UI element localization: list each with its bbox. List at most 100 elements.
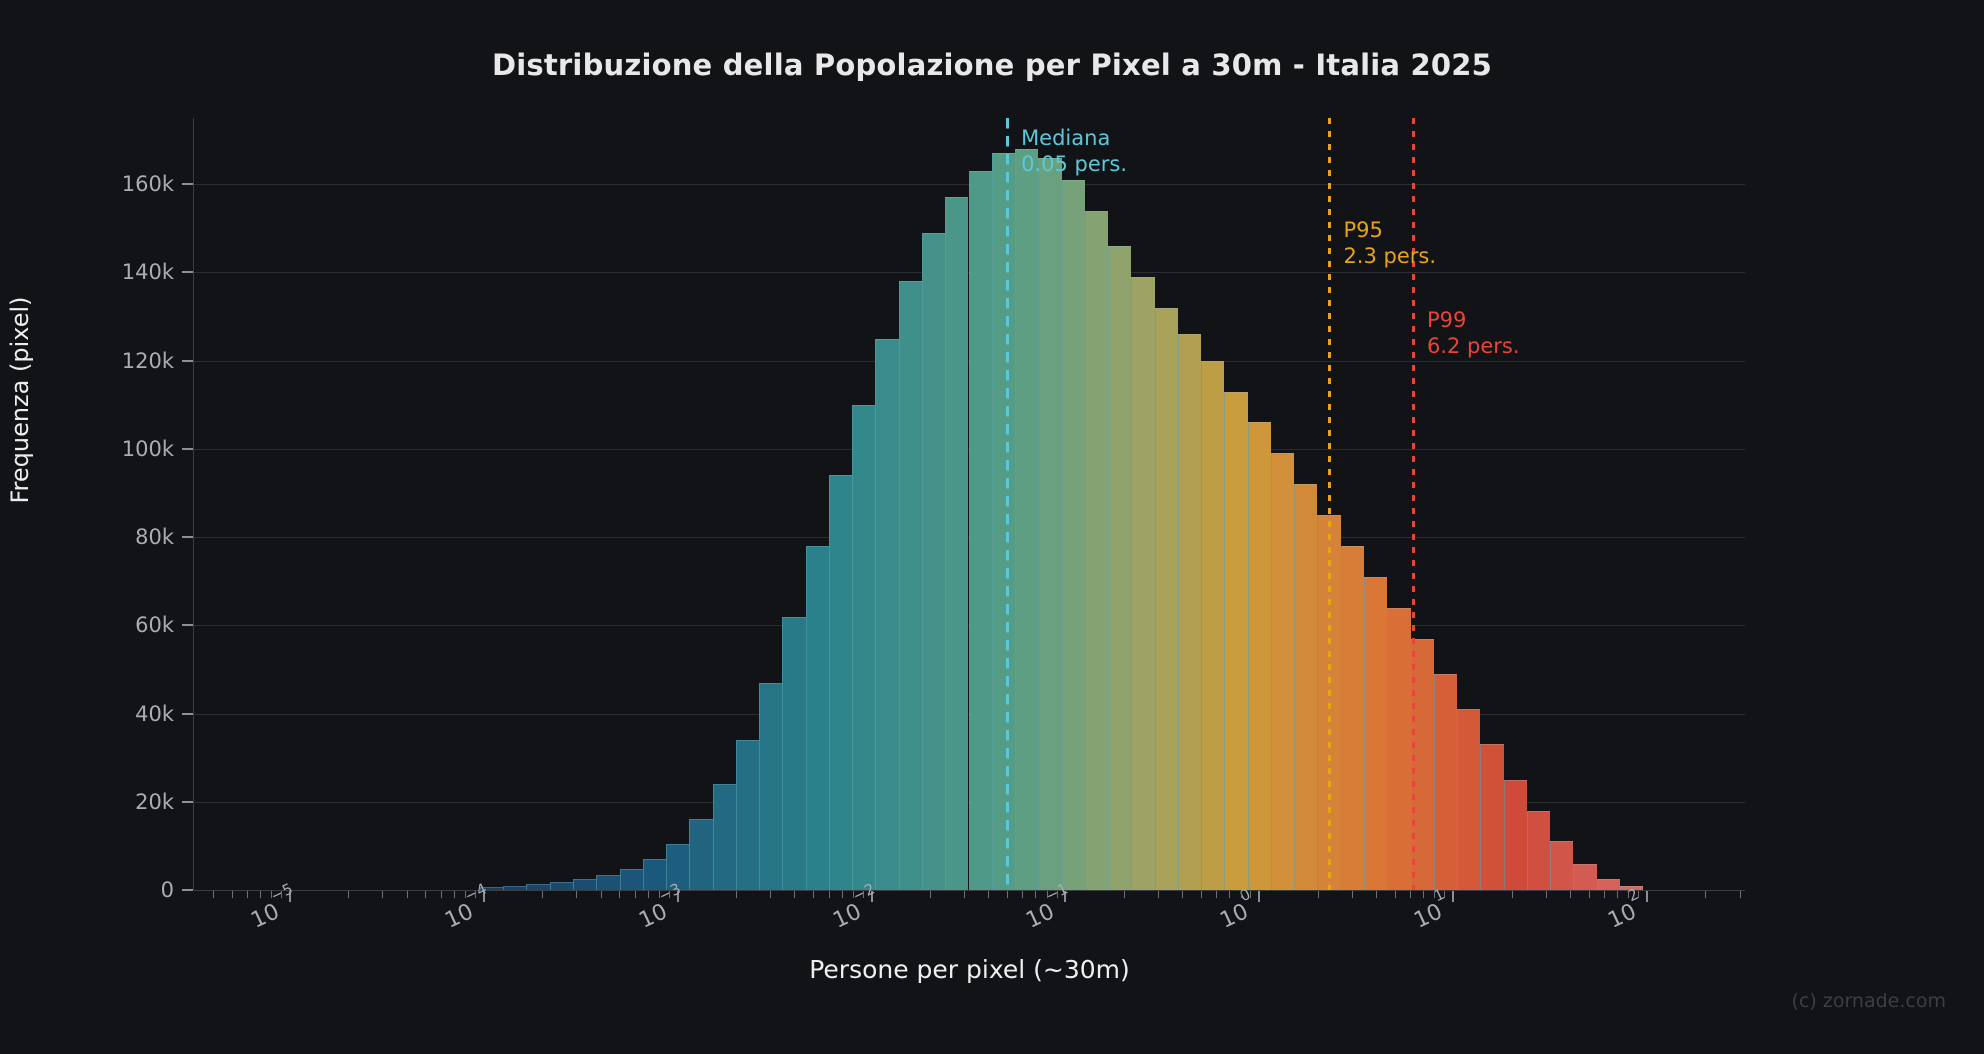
histogram-bar <box>852 404 876 890</box>
x-tick-minor <box>440 891 442 898</box>
annotation-value: 0.05 pers. <box>1021 151 1127 176</box>
histogram-bar <box>1154 307 1178 890</box>
histogram-bar <box>1550 841 1574 890</box>
x-tick-minor <box>736 891 738 898</box>
x-tick-minor <box>828 891 830 898</box>
x-tick-mark <box>676 891 679 902</box>
x-tick-minor <box>1604 891 1606 898</box>
y-tick-label: 160k <box>121 172 174 197</box>
x-tick-minor <box>1157 891 1159 898</box>
x-tick-minor <box>425 891 427 898</box>
x-tick-minor <box>212 891 214 898</box>
x-tick-minor <box>1250 891 1252 898</box>
histogram-bar <box>503 886 527 890</box>
y-tick-label: 140k <box>121 260 174 285</box>
x-tick-label: 10−5 <box>247 879 296 934</box>
x-tick-label: 10−3 <box>635 879 684 934</box>
x-tick-minor <box>1434 891 1436 898</box>
x-tick-minor <box>619 891 621 898</box>
percentile-line-p95 <box>1328 118 1332 890</box>
y-tick-mark <box>182 183 193 186</box>
x-tick-minor <box>542 891 544 898</box>
x-tick-minor <box>1410 891 1412 898</box>
y-tick-label: 120k <box>121 348 174 373</box>
y-tick-label: 20k <box>135 789 174 814</box>
x-tick-minor <box>259 891 261 898</box>
x-tick-minor <box>770 891 772 898</box>
x-tick-minor <box>1056 891 1058 898</box>
y-tick-label: 40k <box>135 701 174 726</box>
x-tick-minor <box>862 891 864 898</box>
x-tick-minor <box>1046 891 1048 898</box>
plot-area: Mediana 0.05 pers. P95 2.3 pers. P99 6.2 pers… <box>194 118 1745 890</box>
x-tick-label: 10−4 <box>441 879 490 934</box>
histogram-bar <box>619 868 643 890</box>
annotation-value: 2.3 pers. <box>1343 243 1437 268</box>
x-tick-minor <box>647 891 649 898</box>
y-tick-label: 80k <box>135 525 174 550</box>
y-tick-mark <box>182 624 193 627</box>
x-tick-mark <box>482 891 485 902</box>
annotation-label: P99 <box>1426 308 1467 332</box>
chart-title: Distribuzione della Popolazione per Pixe… <box>491 48 1492 82</box>
y-tick-mark <box>182 712 193 715</box>
annotation-value: 6.2 pers. <box>1426 333 1520 358</box>
x-tick-minor <box>813 891 815 898</box>
x-tick-label: 102 <box>1604 884 1642 934</box>
x-tick-minor <box>1035 891 1037 898</box>
histogram-bar <box>479 887 504 890</box>
x-tick-minor <box>1240 891 1242 898</box>
x-tick-minor <box>634 891 636 898</box>
x-tick-minor <box>453 891 455 898</box>
histogram-bar <box>1177 334 1202 890</box>
annotation-p99: P99 6.2 pers. <box>1427 308 1520 359</box>
x-tick-minor <box>1123 891 1125 898</box>
histogram-bar <box>1480 744 1504 890</box>
x-tick-minor <box>964 891 966 898</box>
x-axis-title: Persone per pixel (~30m) <box>809 955 1130 984</box>
histogram-bar <box>1340 545 1364 890</box>
x-tick-mark <box>870 891 873 902</box>
histogram-bar <box>1038 157 1062 890</box>
histogram-bar <box>642 859 667 890</box>
histogram-bar <box>898 281 922 890</box>
x-tick-minor <box>465 891 467 898</box>
histogram-bar <box>1224 391 1248 890</box>
histogram-bar <box>712 784 736 890</box>
x-tick-minor <box>1638 891 1640 898</box>
histogram-bar <box>526 884 550 890</box>
histogram-bar <box>666 843 690 890</box>
histogram-bar <box>735 740 760 890</box>
histogram-bar <box>1201 360 1225 890</box>
y-tick-label: 100k <box>121 436 174 461</box>
y-tick-mark <box>182 800 193 803</box>
x-tick-minor <box>841 891 843 898</box>
histogram-bar <box>1247 422 1271 890</box>
x-tick-minor <box>1317 891 1319 898</box>
x-tick-minor <box>1444 891 1446 898</box>
percentile-line-p99 <box>1411 118 1415 890</box>
x-tick-label: 100 <box>1216 884 1254 934</box>
histogram-bar <box>1526 810 1551 890</box>
histogram-bar <box>759 682 783 890</box>
annotation-p95: P95 2.3 pers. <box>1343 218 1436 269</box>
histogram-bar <box>1503 779 1527 890</box>
histogram-bar <box>1596 878 1620 890</box>
x-tick-minor <box>231 891 233 898</box>
y-tick-mark <box>182 271 193 274</box>
x-tick-minor <box>1628 891 1630 898</box>
x-tick-minor <box>794 891 796 898</box>
histogram-bar <box>782 616 806 890</box>
x-tick-minor <box>929 891 931 898</box>
histogram-bar <box>1410 638 1434 890</box>
x-tick-minor <box>281 891 283 898</box>
histogram-bar <box>1433 673 1458 890</box>
x-tick-label: 101 <box>1410 884 1448 934</box>
x-tick-minor <box>1216 891 1218 898</box>
y-tick-label: 60k <box>135 613 174 638</box>
histogram-bar <box>1131 276 1155 890</box>
x-tick-minor <box>271 891 273 898</box>
annotation-label: P95 <box>1343 218 1383 242</box>
y-tick-label: 0 <box>160 878 174 902</box>
